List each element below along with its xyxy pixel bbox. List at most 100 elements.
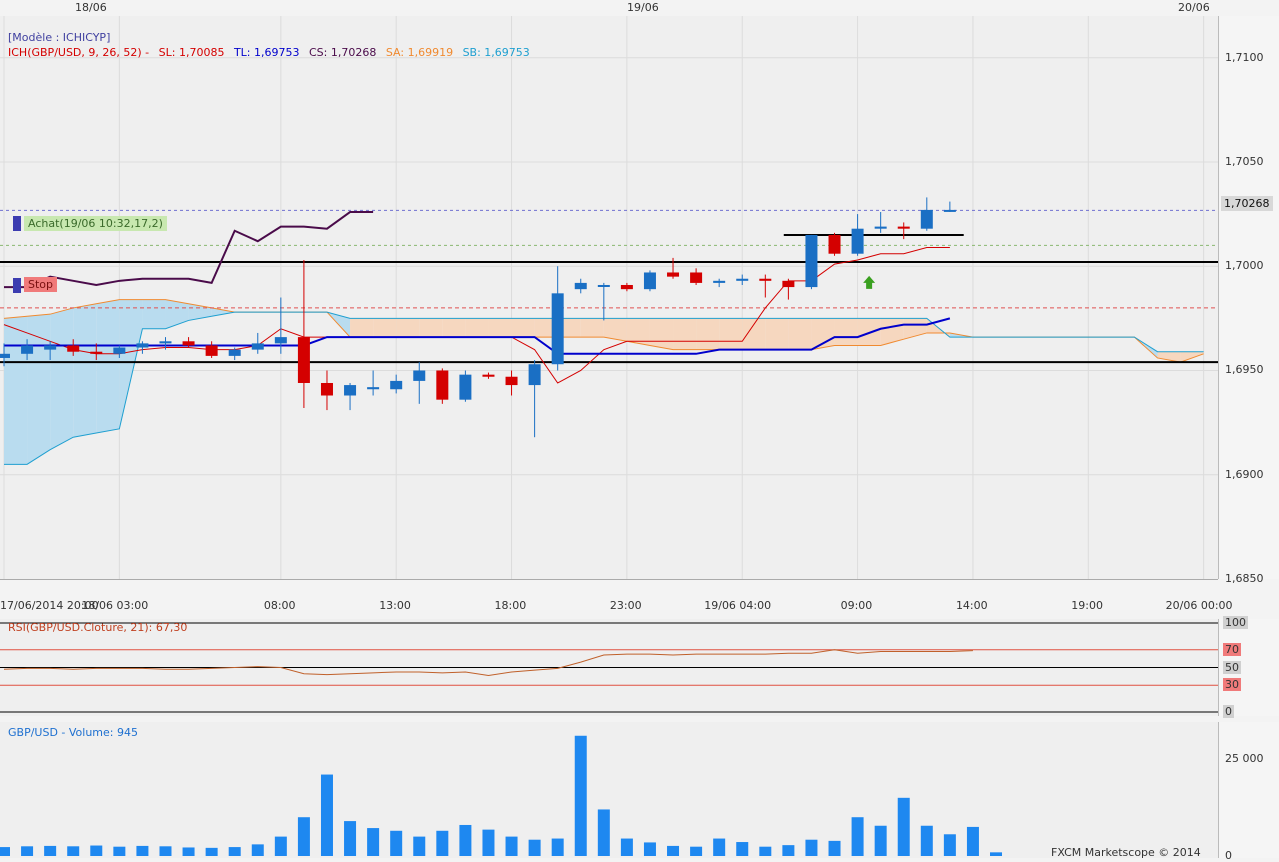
volume-bar: [897, 797, 910, 856]
candle-body: [436, 370, 449, 400]
volume-bar: [228, 847, 241, 856]
stop-marker[interactable]: [13, 278, 21, 293]
legend-cs: CS: 1,70268: [309, 46, 377, 59]
volume-bar: [643, 842, 656, 856]
candle-body: [551, 293, 564, 365]
legend-sa: SA: 1,69919: [385, 46, 454, 59]
volume-bar: [344, 821, 357, 856]
volume-bar: [274, 836, 287, 856]
ichimoku-cloud: [673, 318, 697, 350]
candle-body: [274, 337, 287, 344]
top-date-18-06: 18/06: [75, 1, 107, 14]
volume-bar: [182, 847, 195, 856]
volume-bar: [320, 774, 333, 856]
volume-bar: [136, 845, 149, 856]
rsi-tick-label: 30: [1223, 678, 1241, 692]
ichimoku-cloud: [211, 307, 235, 317]
candle-body: [574, 282, 587, 290]
volume-bar: [574, 735, 587, 856]
ichimoku-cloud: [73, 303, 97, 438]
ichimoku-cloud: [1157, 351, 1181, 363]
ichimoku-cloud: [442, 318, 466, 338]
price-chart-pane[interactable]: [Modèle : ICHICYP] ICH(GBP/USD, 9, 26, 5…: [0, 16, 1218, 579]
volume-bar: [736, 842, 749, 856]
volume-axis[interactable]: 25 000 0: [1218, 722, 1279, 862]
top-date-19-06: 19/06: [627, 1, 659, 14]
ichimoku-cloud: [742, 318, 766, 350]
volume-bar: [966, 826, 979, 856]
ichimoku-cloud: [373, 318, 397, 338]
candle-body: [113, 347, 126, 354]
watermark: FXCM Marketscope © 2014: [1051, 846, 1201, 859]
legend-tl: TL: 1,69753: [233, 46, 300, 59]
time-tick-label: 09:00: [840, 599, 873, 612]
ichimoku-cloud: [696, 318, 720, 350]
ichimoku-cloud: [419, 318, 443, 338]
rsi-chart-svg[interactable]: [0, 619, 1218, 716]
candle-body: [713, 280, 726, 283]
volume-pane[interactable]: GBP/USD - Volume: 945 FXCM Marketscope ©…: [0, 722, 1218, 859]
time-tick-label: 18/06 03:00: [81, 599, 149, 612]
candle-body: [805, 234, 818, 288]
time-tick-label: 14:00: [955, 599, 988, 612]
ichimoku-cloud: [4, 316, 28, 465]
volume-bar: [482, 829, 495, 856]
time-tick-label: 17/06/2014 20:00: [0, 599, 99, 612]
candle-body: [690, 272, 703, 283]
volume-bar: [159, 846, 172, 856]
buy-arrow-icon: [863, 275, 876, 289]
volume-bar: [436, 830, 449, 856]
volume-bar: [920, 825, 933, 856]
volume-tick-label: 0: [1225, 849, 1232, 862]
volume-bar: [413, 836, 426, 856]
rsi-pane[interactable]: RSI(GBP/USD.Cloture, 21): 67,30: [0, 619, 1218, 716]
time-tick-label: 13:00: [379, 599, 411, 612]
stop-label[interactable]: Stop: [24, 277, 58, 292]
candle-body: [182, 341, 195, 346]
ichimoku-cloud: [626, 318, 650, 346]
candle-body: [21, 345, 34, 354]
ichimoku-cloud: [719, 318, 743, 350]
candle-body: [943, 209, 956, 212]
ichimoku-cloud: [119, 299, 143, 429]
price-tick-label: 1,7000: [1225, 259, 1264, 273]
candle-body: [367, 387, 380, 390]
rsi-title: RSI(GBP/USD.Cloture, 21): 67,30: [8, 621, 188, 634]
time-axis[interactable]: 17/06/2014 20:00 18/06 03:00 08:00 13:00 18:…: [0, 579, 1233, 620]
volume-bar: [597, 809, 610, 856]
candle-body: [344, 385, 357, 396]
volume-bar: [551, 838, 564, 856]
rsi-axis[interactable]: 100 70 50 30 0: [1218, 616, 1279, 718]
ichimoku-cloud: [350, 318, 374, 338]
ichimoku-cloud: [788, 318, 812, 350]
volume-bar: [113, 846, 126, 856]
price-tick-label: 1,6900: [1225, 467, 1264, 481]
rsi-line: [3, 649, 973, 677]
candle-body: [0, 353, 10, 358]
price-tick-label: 1,6950: [1225, 363, 1264, 377]
time-tick-label: 19:00: [1071, 599, 1103, 612]
candle-body: [159, 341, 172, 344]
ichimoku-cloud: [880, 318, 904, 346]
volume-title: GBP/USD - Volume: 945: [8, 726, 138, 739]
candle-body: [597, 284, 610, 287]
volume-chart-svg[interactable]: [0, 722, 1218, 858]
volume-bar: [851, 817, 864, 856]
chikou-span-line: [4, 211, 374, 289]
volume-bar: [805, 839, 818, 856]
price-tick-label: 1,6850: [1225, 572, 1264, 585]
achat-marker[interactable]: [13, 216, 21, 231]
candle-body: [667, 272, 680, 277]
ichimoku-cloud: [511, 318, 535, 338]
ichimoku-cloud: [580, 318, 604, 338]
price-chart-svg[interactable]: [0, 16, 1218, 579]
candle-body: [828, 234, 841, 254]
candle-body: [205, 345, 218, 356]
rsi-tick-label: 100: [1223, 616, 1248, 629]
achat-label[interactable]: Achat(19/06 10:32,17,2): [24, 216, 167, 231]
price-tick-label: 1,7050: [1225, 154, 1264, 168]
kijun-sen-line: [4, 317, 951, 355]
candle-body: [297, 337, 310, 383]
candle-body: [528, 364, 541, 386]
price-axis[interactable]: 1,7100 1,7050 1,7000 1,6950 1,6900 1,6850: [1218, 16, 1279, 585]
